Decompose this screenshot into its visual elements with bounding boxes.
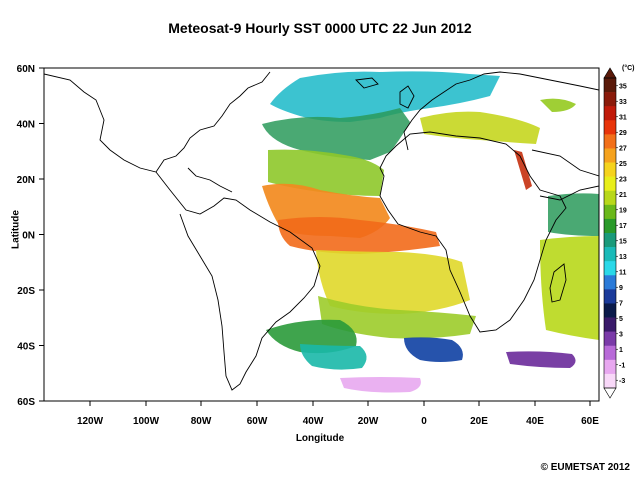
x-tick-label: 60E xyxy=(581,416,599,427)
colorbar-swatch xyxy=(604,148,616,163)
colorbar-swatch xyxy=(604,331,616,347)
sst-antarctic-pink xyxy=(340,377,421,393)
sst-black-sea xyxy=(540,98,576,112)
colorbar-swatch xyxy=(604,373,616,389)
x-tick-label: 120W xyxy=(77,416,104,427)
coast-north-america xyxy=(44,71,271,193)
y-axis-label: Latitude xyxy=(10,210,22,249)
colorbar-swatch xyxy=(604,134,616,149)
coastlines xyxy=(44,71,599,391)
y-tick-label: 60S xyxy=(17,397,35,408)
colorbar-swatch xyxy=(604,106,616,121)
y-tick-label: 20N xyxy=(17,175,35,186)
copyright-notice: © EUMETSAT 2012 xyxy=(540,462,630,473)
x-tick-label: 0 xyxy=(421,416,427,427)
sst-southern-ocean-purple xyxy=(506,351,576,368)
colorbar-tick-label: 29 xyxy=(619,130,627,137)
x-tick-label: 100W xyxy=(133,416,160,427)
colorbar-swatch xyxy=(604,275,616,290)
colorbar-swatch xyxy=(604,120,616,135)
x-tick-label: 80W xyxy=(191,416,212,427)
colorbar-tick-label: 11 xyxy=(619,269,627,276)
colorbar-tick-label: -3 xyxy=(619,378,625,385)
sst-south-atlantic-yellow xyxy=(316,250,470,314)
sst-mediterranean xyxy=(420,111,540,144)
colorbar-swatch xyxy=(604,78,616,93)
colorbar-tick-label: 3 xyxy=(619,331,623,338)
x-tick-label: 20E xyxy=(470,416,488,427)
colorbar-swatch xyxy=(604,303,616,318)
y-tick-label: 40N xyxy=(17,120,35,131)
colorbar-tick-label: 9 xyxy=(619,285,623,292)
colorbar-tick-label: 5 xyxy=(619,316,623,323)
colorbar-swatch xyxy=(604,247,616,262)
sst-southern-ocean-blue xyxy=(404,337,463,362)
colorbar-swatch xyxy=(604,204,616,220)
colorbar-tick-label: 19 xyxy=(619,207,627,214)
colorbar-top-arrow xyxy=(603,67,617,79)
sst-indian-ocean xyxy=(540,236,599,340)
colorbar-tick-label: 31 xyxy=(619,114,627,121)
map-title: Meteosat-9 Hourly SST 0000 UTC 22 Jun 20… xyxy=(168,20,472,36)
sst-southern-ocean-green xyxy=(266,319,357,354)
coast-south-america xyxy=(155,171,321,391)
y-tick-label: 60N xyxy=(17,64,35,75)
coast-europe xyxy=(403,71,599,151)
colorbar-tick-label: 7 xyxy=(619,300,623,307)
coast-africa xyxy=(379,131,567,333)
sst-north-atlantic-mid xyxy=(262,108,410,160)
colorbar-tick-label: 1 xyxy=(619,347,623,354)
colorbar-tick-label: 35 xyxy=(619,83,627,90)
colorbar-tick-label: 15 xyxy=(619,238,627,245)
colorbar-tick-label: -1 xyxy=(619,362,625,369)
colorbar-swatch xyxy=(604,359,616,375)
colorbar-tick-label: 33 xyxy=(619,99,627,106)
colorbar-tick-label: 27 xyxy=(619,145,627,152)
sst-field xyxy=(262,71,599,393)
y-tick-label: 20S xyxy=(17,286,35,297)
sst-subtropical-green xyxy=(268,149,384,196)
colorbar-swatch xyxy=(604,190,616,206)
sst-indian-ocean-green xyxy=(548,193,599,236)
y-tick-label: 0N xyxy=(22,231,35,242)
x-tick-label: 40W xyxy=(303,416,324,427)
x-tick-label: 40E xyxy=(526,416,544,427)
colorbar-swatch xyxy=(604,317,616,332)
colorbar-tick-label: 17 xyxy=(619,223,627,230)
coast-iceland xyxy=(355,77,379,89)
x-tick-label: 60W xyxy=(247,416,268,427)
y-tick-label: 40S xyxy=(17,342,35,353)
y-axis-ticks: 60N 40N 20N 0N 20S 40S 60S xyxy=(17,64,44,408)
sst-north-atlantic-cool xyxy=(270,71,500,122)
colorbar-bottom-arrow xyxy=(603,387,617,399)
colorbar-unit: (°C) xyxy=(622,64,635,72)
colorbar-swatch xyxy=(604,289,616,304)
coast-arabia xyxy=(531,149,599,201)
x-tick-label: 20W xyxy=(358,416,379,427)
x-axis-label: Longitude xyxy=(295,433,345,444)
coast-british-isles xyxy=(399,85,415,109)
colorbar-swatch xyxy=(604,92,616,107)
sst-southern-ocean-teal xyxy=(300,344,367,370)
colorbar-tick-label: 23 xyxy=(619,176,627,183)
colorbar-swatch xyxy=(604,261,616,276)
colorbar-outline xyxy=(603,77,617,389)
sst-south-atlantic-green xyxy=(318,296,476,339)
colorbar-swatch xyxy=(604,345,616,361)
sst-equatorial-orange xyxy=(278,217,440,254)
colorbar-tick-label: 25 xyxy=(619,161,627,168)
colorbar-tick-label: 13 xyxy=(619,254,627,261)
colorbar-swatch xyxy=(604,162,616,177)
colorbar-swatch xyxy=(604,218,616,234)
sst-red-sea xyxy=(514,150,532,190)
x-axis-ticks: 120W 100W 80W 60W 40W 20W 0 20E 40E 60E xyxy=(77,401,599,427)
colorbar-swatch xyxy=(604,233,616,248)
colorbar-swatch xyxy=(604,176,616,192)
coast-madagascar xyxy=(549,263,567,303)
colorbar-tick-label: 21 xyxy=(619,192,627,199)
